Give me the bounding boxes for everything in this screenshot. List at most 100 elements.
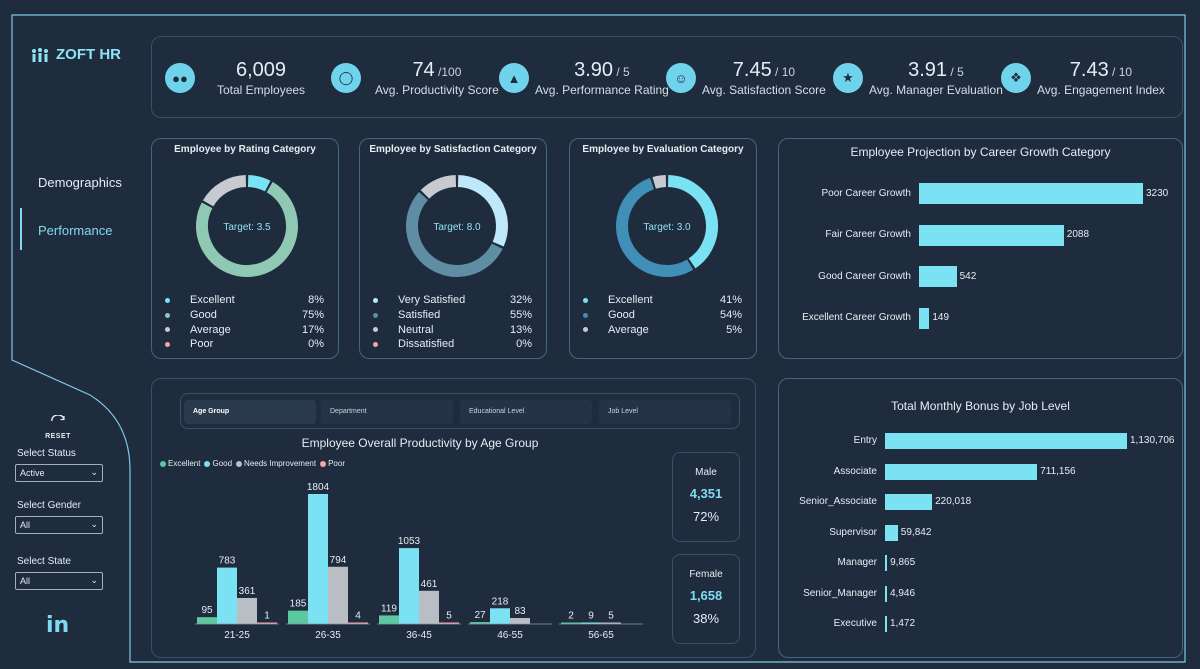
bar-value-label: 220,018 <box>935 496 972 507</box>
donut-slice-average[interactable] <box>652 175 667 189</box>
x-tick-label: 26-35 <box>315 630 341 641</box>
legend-row-very-satisfied[interactable]: Very Satisfied 32% <box>370 293 532 308</box>
legend-value: 0% <box>308 338 324 351</box>
legend-item-excellent[interactable]: Excellent <box>160 459 200 468</box>
donut-slice-good[interactable] <box>616 177 694 277</box>
productivity-title: Employee Overall Productivity by Age Gro… <box>301 436 539 450</box>
legend-row-good[interactable]: Good 54% <box>580 308 742 323</box>
kpi-suffix: / 10 <box>1108 65 1133 79</box>
bar-excellent-21-25[interactable] <box>197 617 217 624</box>
bar-fair-career-growth[interactable] <box>919 224 1064 246</box>
satisfaction-donut: Target: 8.0 <box>406 175 508 277</box>
bar-needs-improvement-26-35[interactable] <box>328 566 348 624</box>
bar-excellent-career-growth[interactable] <box>919 307 930 329</box>
chevron-down-icon: ⌄ <box>90 575 98 585</box>
reset-button[interactable]: RESET <box>44 414 72 440</box>
kpi-value: 7.45 <box>732 59 772 81</box>
kpi-value: 74 <box>412 59 435 81</box>
gender-select[interactable]: All ⌄ <box>15 516 103 534</box>
bar-good-26-35[interactable] <box>308 494 328 624</box>
bar-value-label: 794 <box>330 555 347 566</box>
legend-row-poor[interactable]: Poor 0% <box>162 337 324 352</box>
nav-performance[interactable]: Performance <box>38 223 113 238</box>
gender-pct: 38% <box>692 611 720 626</box>
bar-value-label: 361 <box>239 586 256 597</box>
donut-slice-neutral[interactable] <box>420 175 457 199</box>
legend-item-poor[interactable]: Poor <box>320 459 345 468</box>
legend-label: Good <box>190 309 217 322</box>
legend-row-average[interactable]: Average 17% <box>162 322 324 337</box>
gender-filter-label: Select Gender <box>17 500 81 511</box>
bar-entry[interactable] <box>885 433 1127 449</box>
legend-item-good[interactable]: Good <box>204 459 232 468</box>
legend-label: Poor <box>328 459 345 468</box>
bar-supervisor[interactable] <box>885 524 898 541</box>
gauge-icon: ◯ <box>331 63 361 93</box>
tab-department[interactable]: Department <box>321 400 453 424</box>
legend-row-dissatisfied[interactable]: Dissatisfied 0% <box>370 337 532 352</box>
bar-poor-36-45[interactable] <box>439 622 459 625</box>
tab-age-group[interactable]: Age Group <box>184 400 316 424</box>
donut-slice-average[interactable] <box>202 175 247 207</box>
kpi-satisfaction: ☺ 7.45 / 10 Avg. Satisfaction Score <box>666 37 826 119</box>
bar-good-56-65[interactable] <box>581 622 601 625</box>
bar-needs-improvement-56-65[interactable] <box>601 622 621 625</box>
legend-label: Excellent <box>168 459 201 468</box>
bar-excellent-46-55[interactable] <box>470 622 490 624</box>
bar-needs-improvement-36-45[interactable] <box>419 590 439 624</box>
legend-row-good[interactable]: Good 75% <box>162 308 324 323</box>
donut-slice-good[interactable] <box>196 181 298 277</box>
legend-value: 75% <box>301 309 324 322</box>
bar-excellent-56-65[interactable] <box>561 622 581 625</box>
x-tick-label: 36-45 <box>406 630 432 641</box>
bar-good-career-growth[interactable] <box>919 266 957 287</box>
bar-poor-26-35[interactable] <box>348 622 368 625</box>
chevron-down-icon: ⌄ <box>90 467 98 477</box>
bar-value-label: 5 <box>446 611 452 622</box>
nav-active-indicator <box>20 208 22 250</box>
legend-row-satisfied[interactable]: Satisfied 55% <box>370 308 532 323</box>
bar-good-21-25[interactable] <box>217 567 237 624</box>
kpi-engagement: ❖ 7.43 / 10 Avg. Engagement Index <box>1001 37 1165 119</box>
bar-poor-21-25[interactable] <box>257 622 277 625</box>
nav-demographics[interactable]: Demographics <box>38 175 122 190</box>
linkedin-icon[interactable]: in <box>46 613 70 638</box>
bar-manager[interactable] <box>885 555 888 571</box>
bar-excellent-26-35[interactable] <box>288 610 308 624</box>
chart-title: Employee by Satisfaction Category <box>369 144 537 155</box>
bar-needs-improvement-46-55[interactable] <box>510 618 530 624</box>
bar-associate[interactable] <box>885 463 1038 480</box>
legend-row-excellent[interactable]: Excellent 8% <box>162 293 324 308</box>
bar-category-label: Executive <box>833 618 877 629</box>
bar-good-36-45[interactable] <box>399 548 419 624</box>
donut-slice-very-satisfied[interactable] <box>457 175 508 247</box>
evaluation-card: Employee by Evaluation Category Target: … <box>569 138 757 359</box>
donut-slice-excellent[interactable] <box>247 175 271 192</box>
tab-job-level[interactable]: Job Level <box>599 400 731 424</box>
kpi-label: Avg. Performance Rating <box>535 83 669 97</box>
kpi-label: Avg. Productivity Score <box>375 83 499 97</box>
status-select[interactable]: Active ⌄ <box>15 464 103 482</box>
legend-row-neutral[interactable]: Neutral 13% <box>370 322 532 337</box>
bar-needs-improvement-21-25[interactable] <box>237 597 257 624</box>
state-select[interactable]: All ⌄ <box>15 572 103 590</box>
bar-senior-manager[interactable] <box>885 585 887 602</box>
donut-slice-excellent[interactable] <box>667 175 718 269</box>
donut-slice-satisfied[interactable] <box>406 192 503 277</box>
legend-item-needs-improvement[interactable]: Needs Improvement <box>236 459 316 468</box>
legend-value: 5% <box>726 323 742 336</box>
bar-excellent-36-45[interactable] <box>379 615 399 624</box>
bar-senior-associate[interactable] <box>885 494 933 510</box>
tab-educational-level[interactable]: Educational Level <box>460 400 592 424</box>
legend-row-excellent[interactable]: Excellent 41% <box>580 293 742 308</box>
bar-good-46-55[interactable] <box>490 608 510 624</box>
satisfaction-card: Employee by Satisfaction Category Target… <box>359 138 547 359</box>
bar-value-label: 218 <box>492 596 509 607</box>
bar-executive[interactable] <box>885 616 887 632</box>
x-tick-label: 46-55 <box>497 630 523 641</box>
legend-swatch <box>236 460 243 467</box>
legend-row-average[interactable]: Average 5% <box>580 322 742 337</box>
bar-poor-career-growth[interactable] <box>919 183 1143 204</box>
bar-value-label: 3230 <box>1146 187 1169 199</box>
gender-select-value: All <box>20 520 31 530</box>
